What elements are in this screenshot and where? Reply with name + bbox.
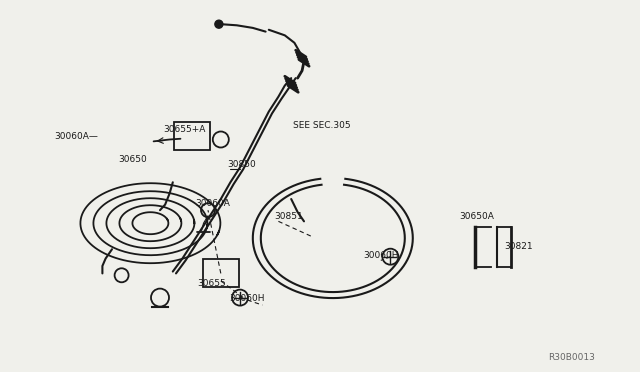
- Text: 30655+A: 30655+A: [163, 125, 205, 134]
- Text: SEE SEC.305: SEE SEC.305: [293, 121, 351, 130]
- Text: 30650A: 30650A: [460, 212, 494, 221]
- Text: 30650: 30650: [118, 155, 147, 164]
- Circle shape: [215, 20, 223, 28]
- Text: 30821: 30821: [504, 242, 533, 251]
- Text: 30850: 30850: [227, 160, 256, 169]
- Text: 30060H: 30060H: [364, 251, 399, 260]
- Text: 30060H: 30060H: [229, 294, 264, 303]
- Text: 30060A—: 30060A—: [54, 132, 99, 141]
- Text: R30B0013: R30B0013: [548, 353, 595, 362]
- Text: 30655: 30655: [197, 279, 226, 288]
- Text: 30060A: 30060A: [195, 199, 230, 208]
- Text: 30851: 30851: [274, 212, 303, 221]
- Bar: [203, 259, 239, 288]
